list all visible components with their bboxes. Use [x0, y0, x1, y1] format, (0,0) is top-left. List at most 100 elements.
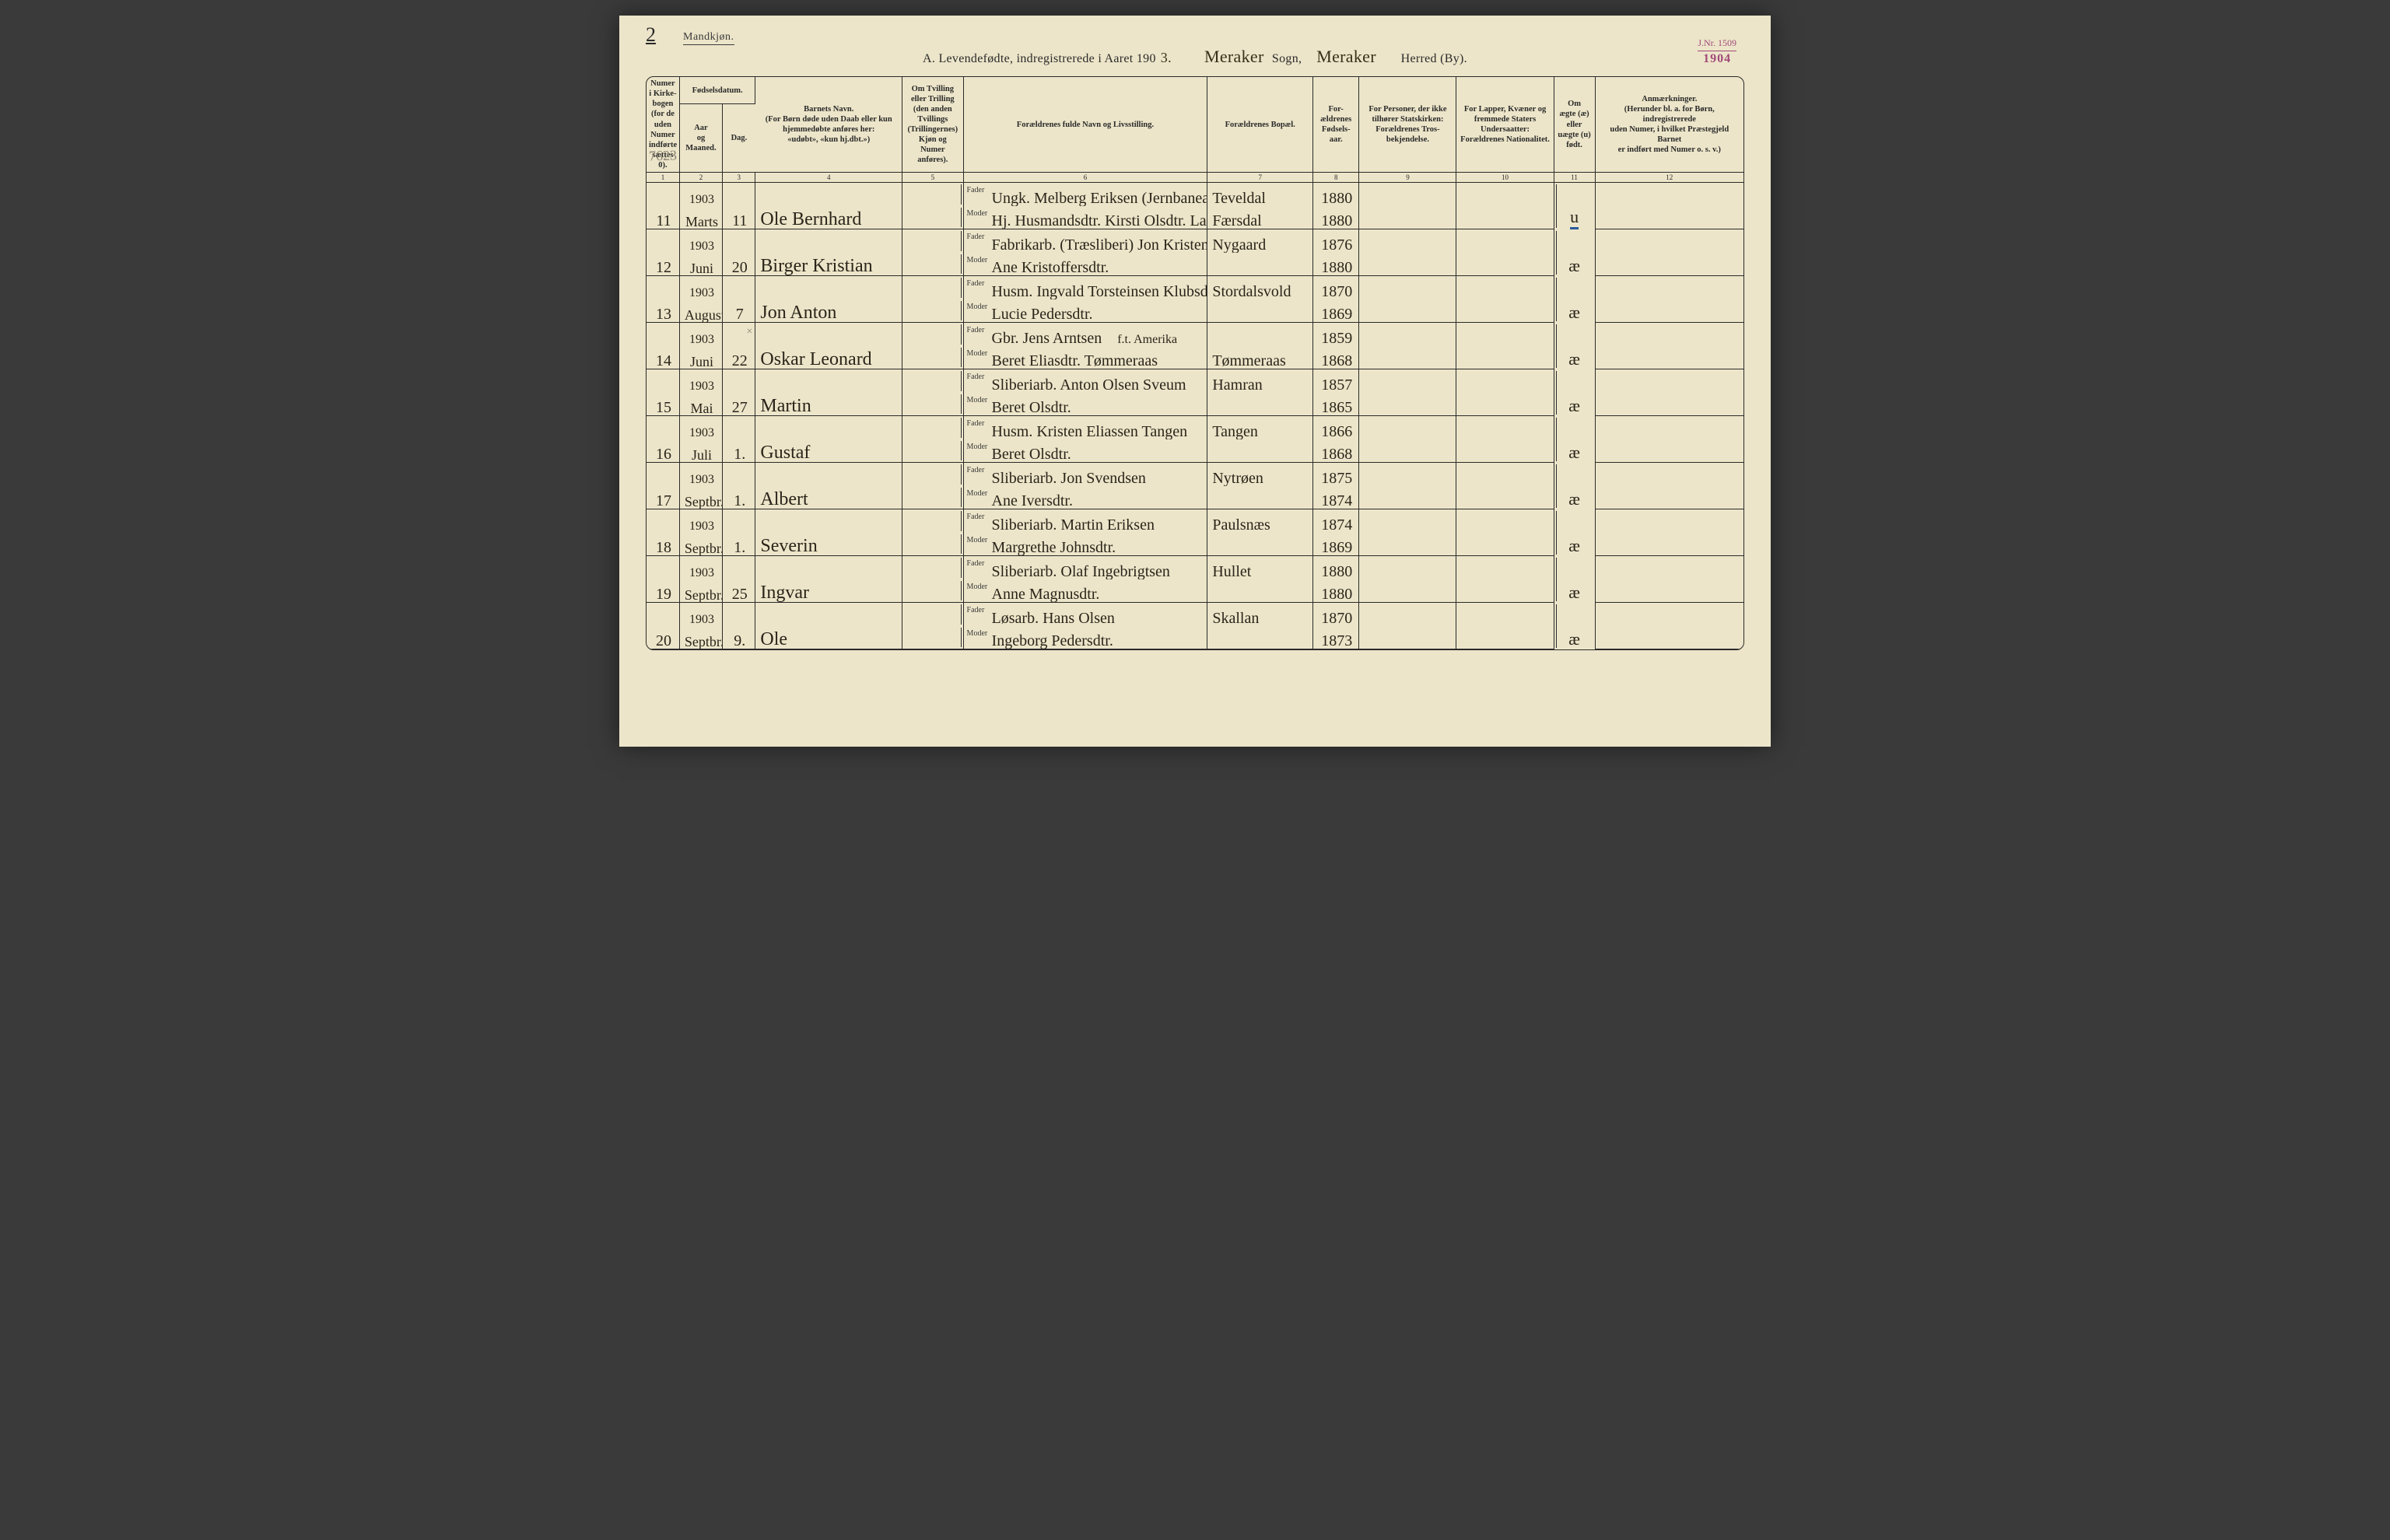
cell-name: Oskar Leonard [755, 346, 902, 369]
cell-col12-lower [1595, 579, 1743, 603]
cell-num-upper [647, 323, 679, 346]
register-table: Numer i Kirke- bogen (for de uden Numer … [647, 77, 1743, 649]
cell-year-m: 1880 [1313, 253, 1359, 276]
cell-bopael-m: Færsdal [1207, 206, 1313, 229]
cell-twilling-upper [902, 463, 963, 486]
entry-row-upper: 1903FaderSliberiarb. Olaf IngebrigtsenHu… [647, 556, 1743, 579]
cell-year-f: 1876 [1313, 229, 1359, 253]
cell-fader: FaderUngk. Melberg Eriksen (Jernbanearb.… [963, 183, 1207, 206]
entry-row-upper: 1903FaderHusm. Kristen Eliassen TangenTa… [647, 416, 1743, 439]
cell-col10-lower [1456, 346, 1554, 369]
cell-fader: FaderSliberiarb. Martin Eriksen [963, 509, 1207, 533]
cell-fader: FaderHusm. Kristen Eliassen Tangen [963, 416, 1207, 439]
cell-moder: ModerAnne Magnusdtr. [963, 579, 1207, 603]
cell-num: 17 [647, 486, 679, 509]
cell-col9-upper [1359, 509, 1456, 533]
cell-twilling-upper [902, 509, 963, 533]
colnum: 8 [1313, 173, 1359, 183]
cell-year-m: 1869 [1313, 299, 1359, 323]
cell-col10-upper [1456, 323, 1554, 346]
cell-name: Gustaf [755, 439, 902, 463]
cell-col9-upper [1359, 416, 1456, 439]
cell-name: Albert [755, 486, 902, 509]
colnum: 11 [1554, 173, 1595, 183]
cell-bopael-f: Tangen [1207, 416, 1313, 439]
cell-num-upper [647, 509, 679, 533]
cell-bopael-f [1207, 323, 1313, 346]
entry-row-upper: 1903FaderSliberiarb. Jon SvendsenNytrøen… [647, 463, 1743, 486]
cell-bopael-f: Teveldal [1207, 183, 1313, 206]
cell-mark: æ [1554, 369, 1595, 416]
cell-year-f: 1875 [1313, 463, 1359, 486]
cell-mark: æ [1554, 509, 1595, 556]
column-number-row: 1 2 3 4 5 6 7 8 9 10 11 12 [647, 173, 1743, 183]
cell-year-m: 1865 [1313, 393, 1359, 416]
cell-col9-lower [1359, 253, 1456, 276]
page-number: 2 [646, 23, 656, 47]
cell-col10-lower [1456, 439, 1554, 463]
cell-bopael-m [1207, 486, 1313, 509]
colnum: 9 [1359, 173, 1456, 183]
cell-moder: ModerAne Kristoffersdtr. [963, 253, 1207, 276]
cell-col12-upper [1595, 369, 1743, 393]
cell-bopael-f: Skallan [1207, 603, 1313, 626]
cell-day: 9. [723, 626, 755, 649]
cell-col10-upper [1456, 509, 1554, 533]
title-prefix: A. Levendefødte, indregistrerede i Aaret… [923, 52, 1156, 65]
cell-col12-lower [1595, 253, 1743, 276]
cell-num-upper [647, 183, 679, 206]
cell-year: 1903 [679, 276, 722, 299]
cell-col12-upper [1595, 323, 1743, 346]
cell-twilling-lower [902, 486, 963, 509]
cell-moder: ModerBeret Eliasdtr. Tømmeraas [963, 346, 1207, 369]
cell-year: 1903 [679, 323, 722, 346]
cell-day-upper [723, 183, 755, 206]
cell-year: 1903 [679, 369, 722, 393]
colnum: 7 [1207, 173, 1313, 183]
cell-moder: ModerHj. Husmandsdtr. Kirsti Olsdtr. Lan… [963, 206, 1207, 229]
cell-mark: æ [1554, 416, 1595, 463]
cell-year-f: 1866 [1313, 416, 1359, 439]
cell-twilling-lower [902, 626, 963, 649]
sogn-label: Sogn, [1272, 52, 1302, 65]
cell-twilling-lower [902, 533, 963, 556]
register-table-wrap: Numer i Kirke- bogen (for de uden Numer … [646, 76, 1744, 650]
cell-fader: FaderSliberiarb. Olaf Ingebrigtsen [963, 556, 1207, 579]
col-2c-header: Dag. [723, 104, 755, 173]
cell-name-upper [755, 369, 902, 393]
cell-col9-lower [1359, 533, 1456, 556]
cell-year: 1903 [679, 229, 722, 253]
col-11-header: Om ægte (æ) eller uægte (u) født. [1554, 77, 1595, 173]
cell-name-upper [755, 416, 902, 439]
cell-num: 13 [647, 299, 679, 323]
cell-bopael-m [1207, 393, 1313, 416]
cell-year-m: 1880 [1313, 579, 1359, 603]
cell-bopael-m [1207, 439, 1313, 463]
cell-year-f: 1880 [1313, 556, 1359, 579]
cell-year: 1903 [679, 509, 722, 533]
cell-year-f: 1857 [1313, 369, 1359, 393]
cell-num: 16 [647, 439, 679, 463]
cell-num-upper [647, 556, 679, 579]
cell-name: Ole Bernhard [755, 206, 902, 229]
cell-day: 1. [723, 533, 755, 556]
cell-name-upper [755, 463, 902, 486]
cell-col10-lower [1456, 626, 1554, 649]
cell-day: 27 [723, 393, 755, 416]
herred-hand: Meraker [1312, 47, 1381, 67]
cell-twilling-lower [902, 299, 963, 323]
col-2-header-top: Fødselsdatum. [679, 77, 755, 104]
cell-num: 15 [647, 393, 679, 416]
cell-name-upper [755, 229, 902, 253]
cell-col10-upper [1456, 603, 1554, 626]
cell-fader: FaderHusm. Ingvald Torsteinsen Klubsdal [963, 276, 1207, 299]
cell-twilling-lower [902, 346, 963, 369]
cell-col12-upper [1595, 276, 1743, 299]
cell-col9-upper [1359, 556, 1456, 579]
cell-mark: u [1554, 183, 1595, 229]
cell-col12-upper [1595, 229, 1743, 253]
colnum: 4 [755, 173, 902, 183]
cell-col10-upper [1456, 416, 1554, 439]
table-body: 1 2 3 4 5 6 7 8 9 10 11 12 1903 FaderUngk… [647, 173, 1743, 649]
cell-twilling-lower [902, 206, 963, 229]
